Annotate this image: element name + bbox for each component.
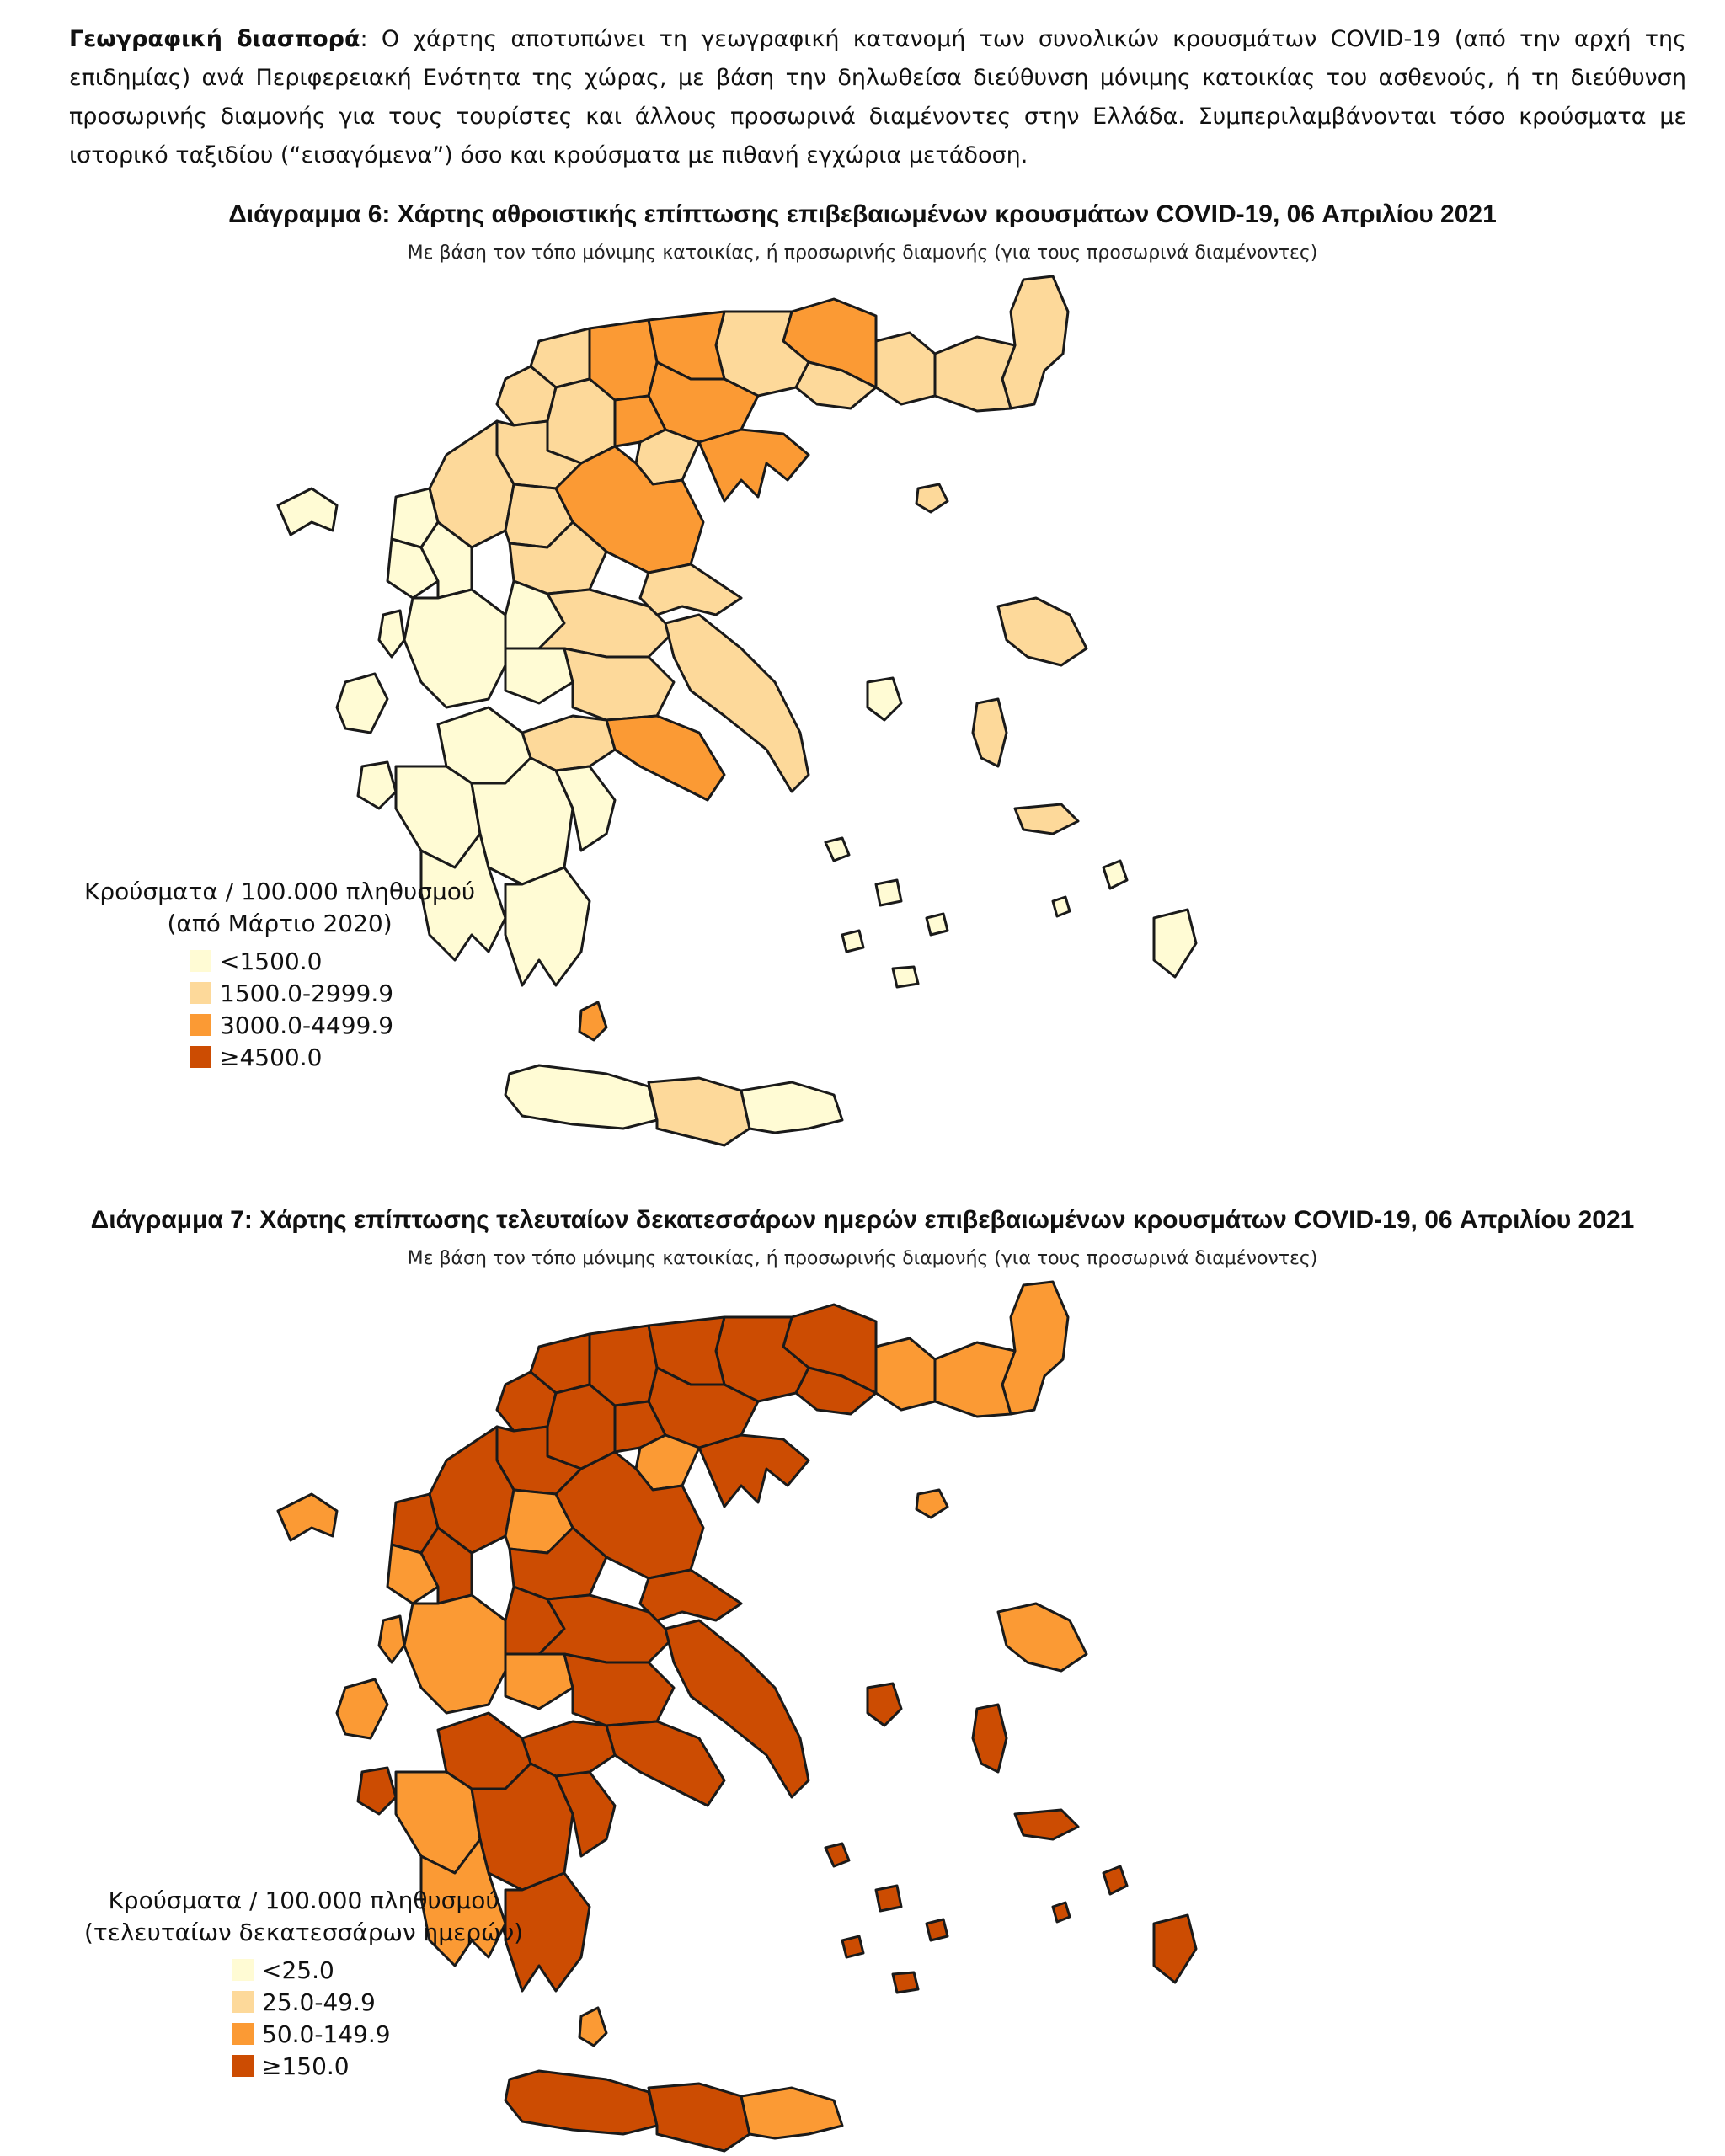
region-halkidiki (697, 428, 810, 503)
region-rhodope (933, 1341, 1017, 1418)
region-kefalonia (335, 1678, 389, 1740)
region-crete_c (647, 1076, 751, 1147)
fig7-map (276, 1280, 1198, 2153)
region-rhodope (933, 335, 1017, 413)
fig7-subtitle: Με βάση τον τόπο μόνιμης κατοικίας, ή πρ… (407, 1248, 1318, 1269)
region-dodecanese (1051, 859, 1198, 979)
region-lakonia (504, 866, 591, 987)
legend-swatch (190, 1046, 211, 1068)
legend-swatch (232, 1991, 254, 2013)
intro-text: : Ο χάρτης αποτυπώνει τη γεωγραφική κατα… (69, 26, 1686, 168)
region-evia (664, 613, 810, 793)
region-skyros (866, 676, 903, 722)
region-larisa (554, 1450, 705, 1580)
region-lakonia (504, 1871, 591, 1993)
region-thrace (1001, 275, 1070, 410)
region-crete_w (504, 1064, 659, 1130)
region-aitoloakarnania (403, 1593, 507, 1715)
fig6-map (276, 275, 1198, 1147)
region-crete_e (740, 1081, 844, 1134)
region-viotia (563, 647, 676, 722)
fig7-legend-item: 25.0-49.9 (232, 1986, 523, 2018)
legend-swatch (190, 982, 211, 1004)
legend-swatch (232, 2023, 254, 2045)
legend-swatch (190, 1014, 211, 1036)
region-evia (664, 1619, 810, 1799)
fig6-title: Διάγραμμα 6: Χάρτης αθροιστικής επίπτωση… (228, 200, 1497, 228)
region-chios (971, 1703, 1008, 1774)
fig6-legend-item: 3000.0-4499.9 (190, 1009, 475, 1041)
region-messinia (419, 1838, 507, 1967)
region-lesvos (996, 596, 1088, 667)
fig6-legend-title-1: Κρούσματα / 100.000 πληθυσμού (84, 878, 476, 905)
region-kythira (578, 1001, 608, 1042)
region-zakynthos (356, 760, 398, 810)
fig6-legend-item: <1500.0 (190, 945, 475, 977)
region-preveza (386, 537, 440, 600)
fig6-legend-title-2: (από Μάρτιο 2020) (167, 910, 393, 937)
fig7-legend-item: <25.0 (232, 1954, 523, 1986)
region-larisa (554, 445, 705, 574)
region-kythira (578, 2006, 608, 2047)
region-thasos (915, 1488, 949, 1519)
region-cyclades (824, 836, 949, 989)
region-thasos (915, 483, 949, 514)
region-magnesia (638, 563, 743, 616)
fig7-legend-item: ≥150.0 (232, 2050, 523, 2082)
region-thrace (1001, 1280, 1070, 1416)
region-preveza (386, 1543, 440, 1605)
intro-lead: Γεωγραφική διασπορά (69, 26, 360, 52)
region-viotia (563, 1652, 676, 1727)
region-halkidiki (697, 1433, 810, 1508)
fig7-legend: Κρούσματα / 100.000 πληθυσμού (τελευταίω… (84, 1885, 523, 2082)
region-kerkyra (276, 1492, 339, 1542)
region-crete_c (647, 2082, 751, 2153)
region-lefkada (377, 1614, 406, 1664)
region-argolida (554, 765, 617, 852)
region-xanthi (874, 1337, 937, 1412)
region-skyros (866, 1682, 903, 1727)
fig7-legend-title-1: Κρούσματα / 100.000 πληθυσμού (108, 1886, 499, 1914)
legend-swatch (190, 950, 211, 972)
region-samos (1013, 1808, 1080, 1841)
region-chios (971, 697, 1008, 768)
region-argolida (554, 1770, 617, 1858)
region-kefalonia (335, 672, 389, 734)
fig6-legend: Κρούσματα / 100.000 πληθυσμού (από Μάρτι… (84, 876, 475, 1073)
region-kerkyra (276, 487, 339, 536)
fig6-legend-item: ≥4500.0 (190, 1041, 475, 1073)
region-fokida (504, 1652, 574, 1710)
region-lefkada (377, 609, 406, 659)
region-messinia (419, 832, 507, 962)
fig6-legend-item: 1500.0-2999.9 (190, 977, 475, 1009)
fig7-title: Διάγραμμα 7: Χάρτης επίπτωσης τελευταίων… (90, 1206, 1635, 1234)
legend-swatch (232, 1959, 254, 1981)
region-cyclades (824, 1842, 949, 1994)
fig7-legend-title-2: (τελευταίων δεκατεσσάρων ημερών) (84, 1919, 524, 1946)
fig7-legend-item: 50.0-149.9 (232, 2018, 523, 2050)
region-samos (1013, 803, 1080, 835)
intro-paragraph: Γεωγραφική διασπορά: Ο χάρτης αποτυπώνει… (69, 20, 1686, 175)
region-magnesia (638, 1568, 743, 1622)
region-xanthi (874, 331, 937, 406)
region-fokida (504, 647, 574, 705)
region-attica (605, 1720, 726, 1807)
legend-swatch (232, 2055, 254, 2077)
region-lesvos (996, 1602, 1088, 1673)
fig6-subtitle: Με βάση τον τόπο μόνιμης κατοικίας, ή πρ… (407, 243, 1318, 264)
region-dodecanese (1051, 1865, 1198, 1984)
region-attica (605, 714, 726, 802)
region-aitoloakarnania (403, 588, 507, 709)
region-crete_e (740, 2086, 844, 2140)
region-crete_w (504, 2069, 659, 2136)
region-zakynthos (356, 1766, 398, 1816)
